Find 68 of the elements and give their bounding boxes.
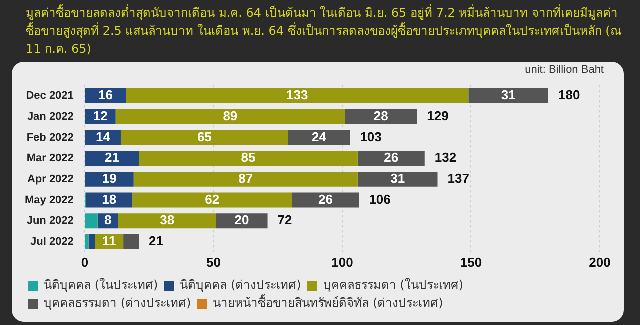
total-label: 21 bbox=[149, 234, 164, 249]
data-label: 87 bbox=[238, 171, 254, 186]
y-tick-label: Jul 2022 bbox=[30, 236, 74, 248]
legend-label: นายหน้าซื้อขายสินทรัพย์ดิจิทัล (ต่างประเทศ) bbox=[213, 294, 444, 310]
bar bbox=[85, 234, 89, 250]
x-tick-label: 50 bbox=[206, 254, 221, 270]
total-label: 106 bbox=[369, 192, 391, 207]
bar bbox=[124, 234, 140, 250]
bar bbox=[358, 172, 438, 187]
legend-label: นิติบุคคล (ต่างประเทศ) bbox=[180, 278, 302, 294]
bar bbox=[118, 214, 216, 229]
y-tick-label: Feb 2022 bbox=[26, 132, 74, 144]
data-label: 8 bbox=[104, 212, 112, 228]
bar bbox=[126, 88, 469, 104]
y-tick-label: Mar 2022 bbox=[26, 152, 74, 165]
bar bbox=[134, 172, 358, 187]
data-label: 21 bbox=[104, 150, 120, 166]
y-tick-label: May 2022 bbox=[24, 194, 74, 206]
total-label: 132 bbox=[434, 150, 457, 166]
y-tick-label: Dec 2021 bbox=[26, 90, 74, 102]
total-label: 129 bbox=[427, 108, 449, 124]
total-label: 72 bbox=[278, 212, 292, 228]
data-label: 38 bbox=[160, 212, 175, 228]
x-tick-label: 100 bbox=[332, 254, 354, 270]
chart-title: มูลค่าซื้อขายลดลงต่ำสุดนับจากเดือน ม.ค. 64 เป็นต้นมา ในเดือน มิ.ย. 65 อยู่ที่ 7.2 หมื่นล้านบาท จากที่เคยมีมูลค่าซื้อขายสูงสุดที่ 2.5 แสนล้านบาท ในเดือน พ.ย. 64 ซึ่งเป็นการลดลงของผู้ซื้อขายประเภทบุคคลในประเทศเป็นหลัก (ณ 11 ก.ค. 65) bbox=[26, 4, 622, 58]
data-label: 65 bbox=[197, 129, 212, 144]
data-label: 14 bbox=[96, 129, 112, 144]
data-label: 26 bbox=[384, 150, 399, 166]
bar bbox=[468, 88, 548, 104]
data-label: 16 bbox=[98, 88, 114, 103]
bar bbox=[132, 192, 292, 208]
total-label: 180 bbox=[558, 88, 580, 103]
bar bbox=[358, 151, 425, 166]
data-label: 18 bbox=[102, 192, 117, 207]
data-label: 28 bbox=[374, 108, 388, 124]
legend-label: บุคคลธรรมดา (ต่างประเทศ) bbox=[44, 296, 192, 312]
x-tick-label: 0 bbox=[81, 254, 89, 270]
bar bbox=[88, 234, 96, 250]
x-tick-label: 200 bbox=[589, 254, 611, 270]
data-label: 85 bbox=[241, 150, 256, 166]
legend-label: นิติบุคคล (ในประเทศ) bbox=[44, 278, 158, 294]
bar bbox=[116, 109, 346, 124]
y-tick-label: Jun 2022 bbox=[26, 215, 74, 228]
bar bbox=[139, 151, 358, 166]
data-label: 24 bbox=[312, 129, 328, 144]
data-label: 62 bbox=[205, 192, 220, 207]
y-tick-label: Jan 2022 bbox=[27, 110, 74, 123]
y-tick-label: Apr 2022 bbox=[27, 173, 74, 186]
total-label: 103 bbox=[360, 129, 382, 144]
data-label: 31 bbox=[501, 88, 516, 103]
bar bbox=[288, 130, 350, 146]
data-label: 26 bbox=[318, 192, 333, 207]
bar bbox=[345, 109, 418, 124]
data-label: 11 bbox=[102, 234, 116, 249]
data-label: 19 bbox=[102, 171, 117, 186]
data-label: 89 bbox=[223, 108, 238, 124]
total-label: 137 bbox=[448, 171, 470, 186]
bar bbox=[292, 192, 360, 208]
data-label: 31 bbox=[390, 171, 406, 186]
bar bbox=[120, 130, 288, 146]
bar bbox=[85, 214, 98, 229]
legend-label: บุคคลธรรมดา (ในประเทศ) bbox=[323, 278, 464, 294]
text: unit: Billion Baht bbox=[525, 64, 604, 76]
data-label: 133 bbox=[286, 88, 308, 103]
data-label: 20 bbox=[234, 212, 250, 228]
bar bbox=[85, 151, 140, 166]
x-tick-label: 150 bbox=[460, 254, 482, 270]
data-label: 12 bbox=[93, 108, 108, 124]
